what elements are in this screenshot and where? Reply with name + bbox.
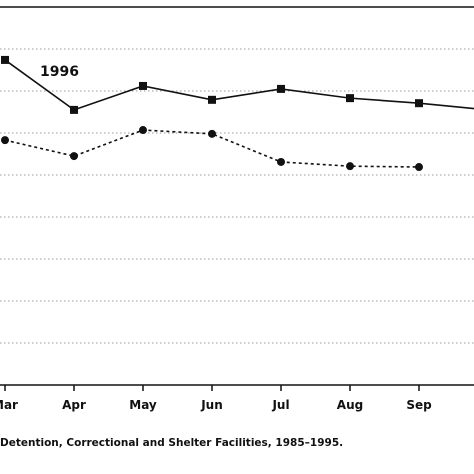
x-tick-label: Aug [337, 398, 363, 412]
point [208, 95, 216, 104]
point [346, 94, 354, 103]
point [70, 105, 78, 114]
point [1, 136, 9, 145]
point [208, 129, 216, 138]
series-line [4, 59, 474, 111]
point [415, 99, 423, 108]
note: Detention, Correctional and Shelter Faci… [0, 437, 343, 449]
point [277, 84, 285, 93]
x-tick-label: Jul [271, 398, 289, 412]
x-tick-label: Mar [0, 398, 18, 412]
point [346, 162, 354, 171]
point [139, 81, 147, 90]
point [415, 163, 423, 172]
series-label: 1996 [40, 64, 79, 80]
point [70, 152, 78, 161]
x-tick-label: Apr [62, 398, 86, 412]
point [277, 157, 285, 166]
point [1, 55, 9, 64]
point [139, 126, 147, 135]
x-tick-label: Jun [200, 398, 223, 412]
x-tick-label: May [129, 398, 157, 412]
x-tick-label: Sep [406, 398, 432, 412]
